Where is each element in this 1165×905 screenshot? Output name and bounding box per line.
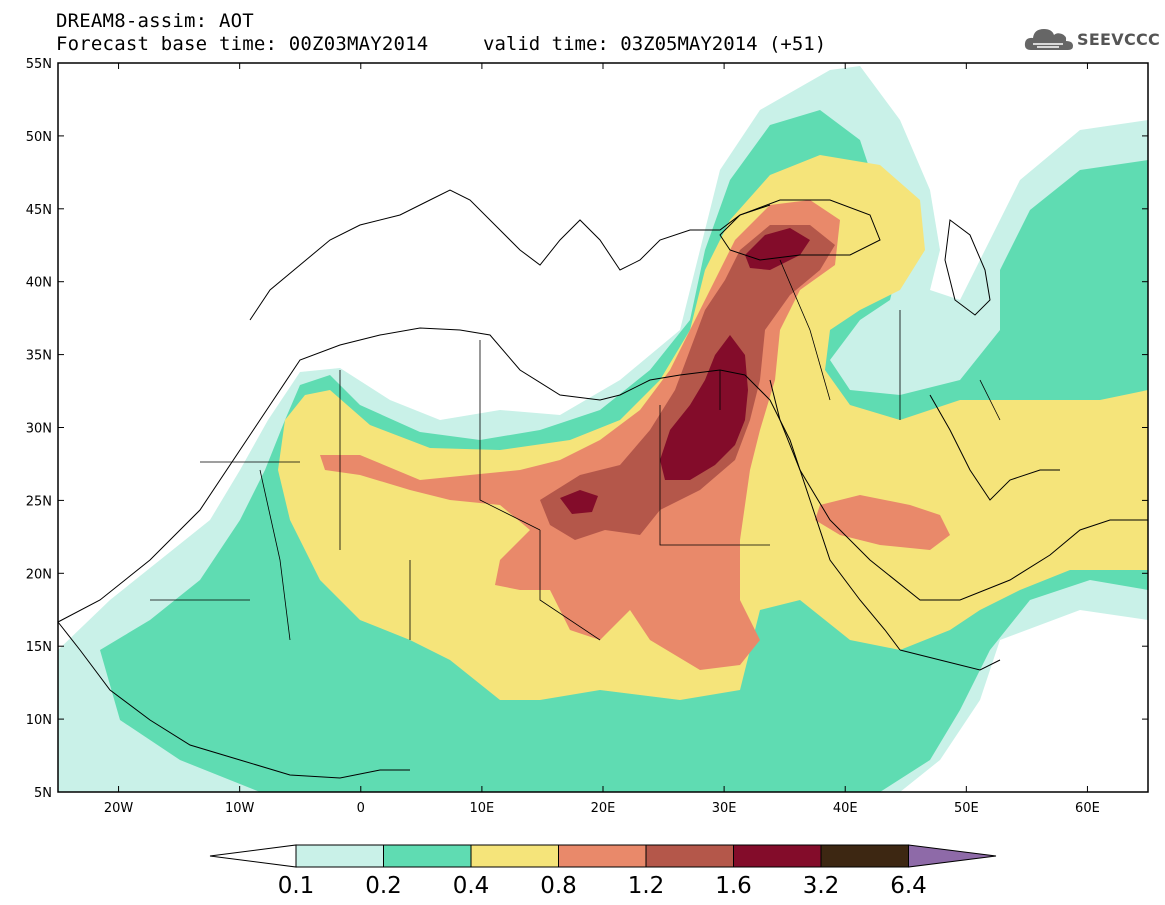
lon-label: 50E xyxy=(954,801,979,816)
lat-label: 35N xyxy=(26,349,52,364)
cloud-icon xyxy=(1024,29,1073,50)
coastline-arabia xyxy=(769,379,1148,601)
colorbar-segment xyxy=(558,844,647,868)
lat-label: 30N xyxy=(26,422,52,437)
colorbar-arrow-right xyxy=(908,844,997,868)
colorbar-segment xyxy=(470,844,559,868)
coastline-caspian xyxy=(944,219,991,316)
colorbar-label: 1.6 xyxy=(715,873,752,899)
colorbar-segment xyxy=(820,844,909,868)
aot-contour-1.2 xyxy=(540,225,835,540)
valid-time: valid time: 03Z05MAY2014 (+51) xyxy=(483,33,827,55)
lat-label: 50N xyxy=(26,130,52,145)
colorbar-label: 6.4 xyxy=(890,873,927,899)
lon-label: 30E xyxy=(712,801,737,816)
colorbar-label: 0.4 xyxy=(453,873,490,899)
lat-label: 25N xyxy=(26,494,52,509)
seevccc-logo: SEEVCCC xyxy=(1023,22,1160,56)
colorbar-label: 0.8 xyxy=(540,873,577,899)
lat-label: 45N xyxy=(26,203,52,218)
lat-label: 5N xyxy=(34,786,52,801)
aot-field xyxy=(58,66,1148,792)
colorbar-arrow-left xyxy=(209,844,297,868)
colorbar-segment xyxy=(383,844,472,868)
colorbar-label: 1.2 xyxy=(628,873,665,899)
coastlines xyxy=(58,189,1148,779)
lat-label: 10N xyxy=(26,713,52,728)
longitude-axis: 20W 10W 0 10E 20E 30E 40E 50E 60E xyxy=(104,63,1100,816)
coastline-west-africa xyxy=(58,621,410,779)
lon-label: 20E xyxy=(591,801,616,816)
aot-contour-1.6-west xyxy=(560,490,598,514)
aot-contour-0.8-arabia xyxy=(815,495,950,550)
map-title: DREAM8-assim: AOT xyxy=(56,10,254,32)
colorbar: 0.1 0.2 0.4 0.8 1.2 1.6 3.2 6.4 xyxy=(209,844,997,899)
coastline-europe xyxy=(249,189,771,321)
latitude-axis: 55N 50N 45N 40N 35N 30N 25N 20N 15N 10N 5N xyxy=(26,57,1148,801)
forecast-base-time: Forecast base time: 00Z03MAY2014 xyxy=(56,33,429,55)
colorbar-segment xyxy=(295,844,384,868)
coastline-black-sea xyxy=(719,199,881,261)
lat-label: 40N xyxy=(26,276,52,291)
border-lines xyxy=(150,259,1001,641)
colorbar-segment xyxy=(645,844,734,868)
colorbar-segment xyxy=(733,844,822,868)
lat-label: 15N xyxy=(26,640,52,655)
logo-label: SEEVCCC xyxy=(1077,30,1161,49)
lat-label: 55N xyxy=(26,57,52,72)
lon-label: 60E xyxy=(1075,801,1100,816)
lon-label: 40E xyxy=(833,801,858,816)
colorbar-label: 3.2 xyxy=(803,873,840,899)
lon-label: 0 xyxy=(357,801,365,816)
colorbar-label: 0.1 xyxy=(278,873,315,899)
lat-label: 20N xyxy=(26,567,52,582)
colorbar-label: 0.2 xyxy=(365,873,402,899)
lon-label: 10E xyxy=(470,801,495,816)
lon-label: 10W xyxy=(225,801,255,816)
coastline-horn-africa xyxy=(899,649,1001,671)
coastline-north-africa xyxy=(58,327,746,623)
coastline-red-sea xyxy=(744,374,901,651)
lon-label: 20W xyxy=(104,801,134,816)
coastline-persian-gulf xyxy=(929,394,1060,501)
